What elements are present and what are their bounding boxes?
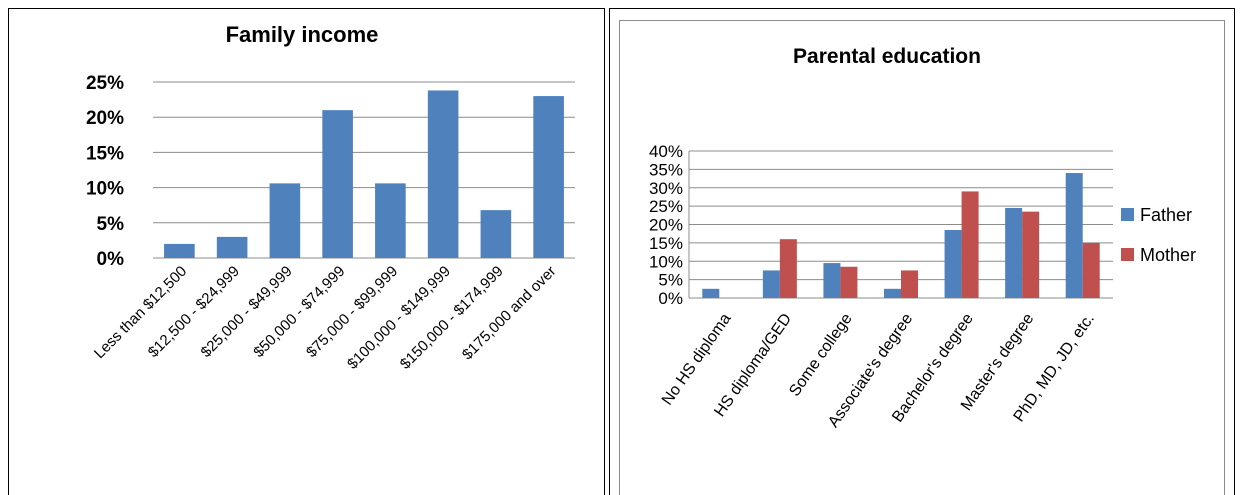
family-income-y-axis: 0% 5% 10% 15% 20% 25% xyxy=(86,73,124,270)
family-income-x-tick-label: $12,500 - $24,999 xyxy=(145,263,243,361)
parental-education-bar-father xyxy=(762,270,780,298)
family-income-x-tick-label: $150,000 - $174,999 xyxy=(397,263,507,373)
family-income-bar xyxy=(216,236,248,258)
legend-label-father: Father xyxy=(1140,205,1192,225)
parental-education-legend: Father Mother xyxy=(1121,205,1196,265)
family-income-y-tick-label: 25% xyxy=(86,73,124,94)
family-income-title: Family income xyxy=(226,22,379,47)
family-income-y-tick-label: 15% xyxy=(86,143,124,164)
parental-education-bar-mother xyxy=(961,191,979,298)
family-income-y-tick-label: 10% xyxy=(86,179,124,200)
parental-education-y-tick-label: 40% xyxy=(649,142,683,161)
family-income-x-tick-label: $175,000 and over xyxy=(459,263,559,363)
legend-label-mother: Mother xyxy=(1140,245,1196,265)
parental-education-y-tick-label: 10% xyxy=(649,252,683,271)
parental-education-bar-father xyxy=(702,288,720,298)
parental-education-bar-father xyxy=(823,263,841,298)
parental-education-title: Parental education xyxy=(793,45,981,68)
family-income-bar xyxy=(480,210,512,258)
family-income-x-tick-label: $100,000 - $149,999 xyxy=(344,263,454,373)
parental-education-bar-father xyxy=(1005,207,1023,298)
parental-education-y-tick-label: 35% xyxy=(649,160,683,179)
family-income-y-tick-label: 20% xyxy=(86,108,124,129)
parental-education-chart: Parental education 0%5%10%15%20%25%30%35… xyxy=(649,45,1196,431)
parental-education-y-tick-label: 30% xyxy=(649,179,683,198)
parental-education-bars xyxy=(702,173,1100,298)
parental-education-y-tick-label: 25% xyxy=(649,197,683,216)
family-income-x-axis: Less than $12,500$12,500 - $24,999$25,00… xyxy=(91,263,560,373)
parental-education-y-tick-label: 0% xyxy=(658,289,683,308)
parental-education-y-tick-label: 20% xyxy=(649,216,683,235)
family-income-bar xyxy=(375,183,406,258)
family-income-y-tick-label: 5% xyxy=(97,214,125,235)
family-income-x-tick-label: $75,000 - $99,999 xyxy=(303,263,401,361)
parental-education-bar-father xyxy=(1065,173,1083,298)
parental-education-bar-father xyxy=(884,288,901,298)
family-income-x-tick-label: $25,000 - $49,999 xyxy=(198,263,296,361)
parental-education-bar-mother xyxy=(901,270,918,298)
parental-education-bar-mother xyxy=(779,239,797,298)
parental-education-bar-father xyxy=(944,230,962,298)
family-income-y-tick-label: 0% xyxy=(97,249,125,270)
family-income-bar xyxy=(322,110,353,258)
family-income-x-tick-label: Less than $12,500 xyxy=(91,263,190,362)
family-income-bar xyxy=(427,90,459,258)
family-income-bar xyxy=(269,183,301,258)
parental-education-y-axis: 0%5%10%15%20%25%30%35%40% xyxy=(649,142,683,308)
family-income-bar xyxy=(533,96,564,258)
parental-education-x-tick-label: Some college xyxy=(786,310,856,399)
parental-education-y-tick-label: 15% xyxy=(649,234,683,253)
family-income-bar xyxy=(164,243,195,258)
parental-education-bar-mother xyxy=(1082,242,1100,298)
parental-education-y-tick-label: 5% xyxy=(658,271,683,290)
parental-education-bar-mother xyxy=(840,266,858,298)
legend-swatch-mother xyxy=(1121,248,1134,261)
parental-education-bar-mother xyxy=(1022,211,1040,298)
legend-swatch-father xyxy=(1121,208,1134,221)
family-income-bars xyxy=(164,90,564,258)
family-income-x-tick-label: $50,000 - $74,999 xyxy=(250,263,348,361)
family-income-gridlines xyxy=(153,81,575,259)
family-income-chart: Family income 0% 5% 10% 15% 20% 25% Less than… xyxy=(86,22,575,373)
parental-education-frame xyxy=(619,20,1225,495)
